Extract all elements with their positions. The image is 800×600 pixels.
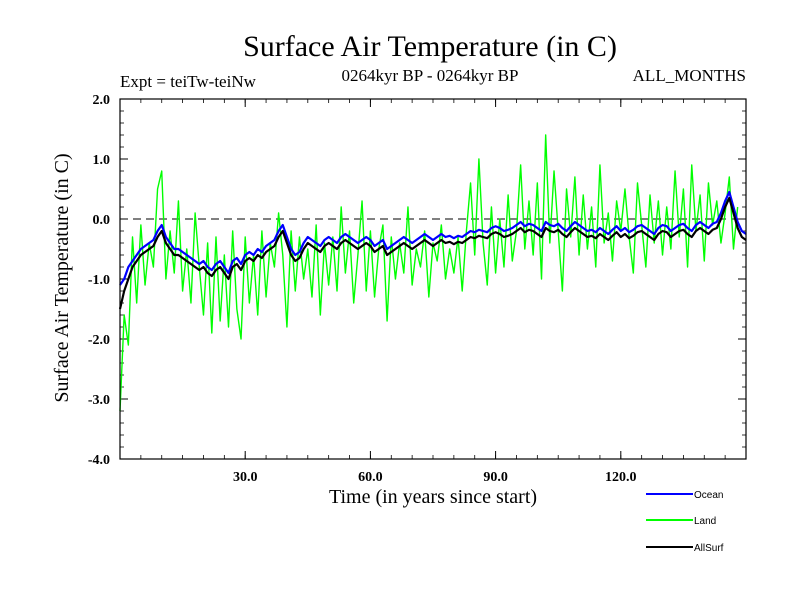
legend-label-land: Land [694,516,716,527]
y-tick-label: -4.0 [88,453,110,468]
chart-subtitle-left: Expt = teiTw-teiNw [120,72,257,91]
chart-subtitle-center: 0264kyr BP - 0264kyr BP [342,66,519,85]
y-tick-label: 0.0 [93,213,111,228]
x-tick-label: 30.0 [233,470,258,485]
x-tick-label: 60.0 [358,470,383,485]
series-line-allsurf [118,196,747,310]
y-tick-label: -3.0 [88,393,110,408]
series-layer [118,134,747,412]
chart-subtitle-right: ALL_MONTHS [633,66,746,85]
x-axis-label: Time (in years since start) [329,486,537,508]
x-tick-label: 120.0 [605,470,637,485]
chart-title: Surface Air Temperature (in C) [243,30,617,63]
y-tick-label: -2.0 [88,333,110,348]
y-tick-label: 1.0 [93,153,111,168]
series-line-ocean [119,190,747,286]
legend-label-allsurf: AllSurf [694,543,724,554]
legend: Ocean Land AllSurf [646,490,724,554]
axis-ticks-layer: -4.0 -3.0 -2.0 -1.0 0.0 1.0 2.0 30.0 60.0 90.0 120… [88,93,746,485]
y-tick-label: -1.0 [88,273,110,288]
legend-label-ocean: Ocean [694,490,723,501]
y-tick-label: 2.0 [93,93,111,108]
x-tick-label: 90.0 [483,470,508,485]
plot-frame [119,98,747,460]
y-axis-label: Surface Air Temperature (in C) [51,153,73,402]
series-line-land [119,134,739,412]
